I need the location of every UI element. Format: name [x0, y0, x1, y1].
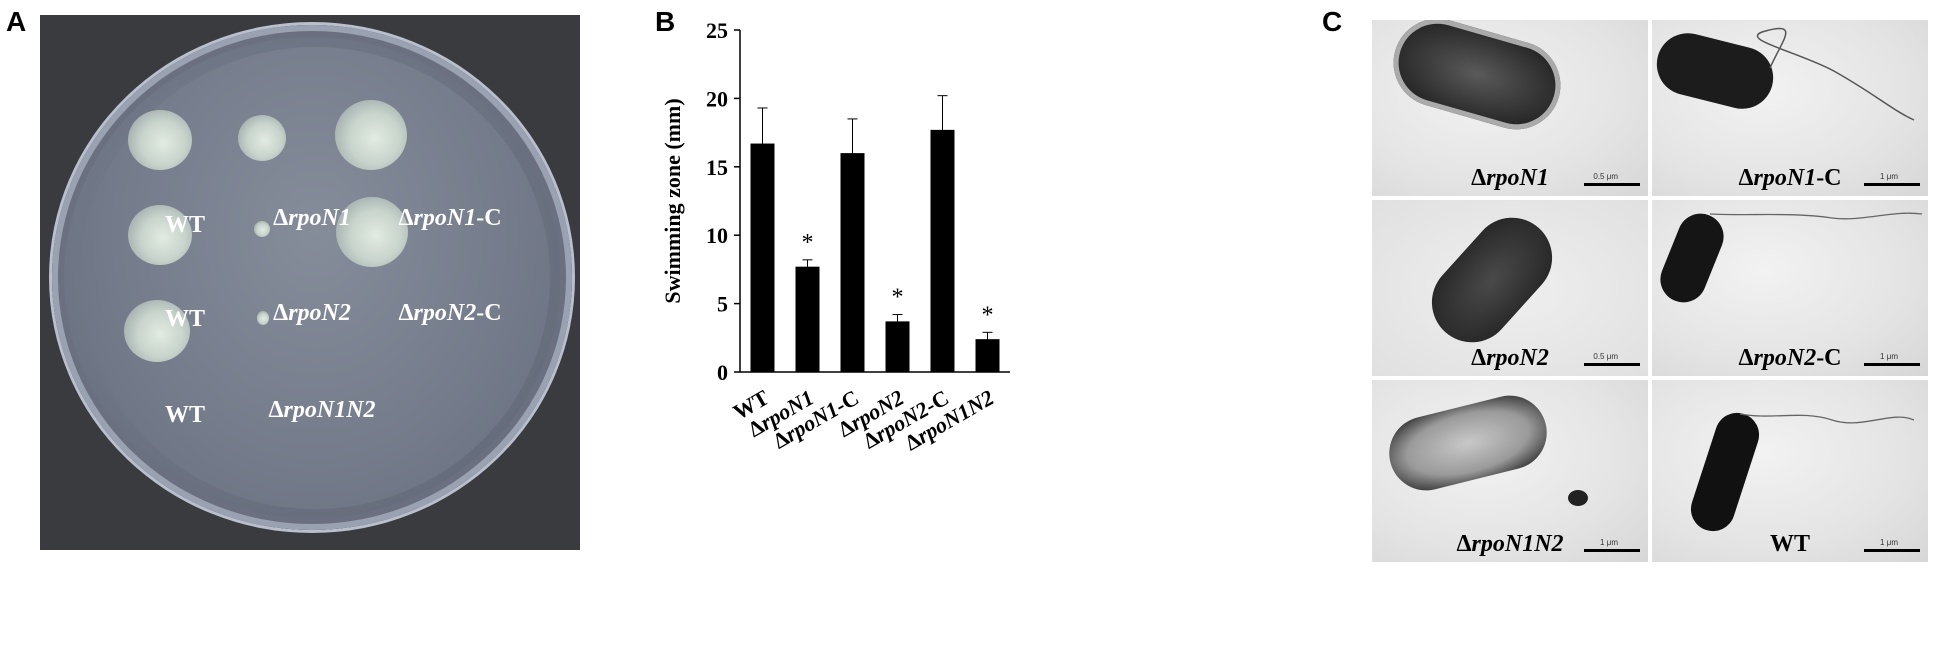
scale-bar	[1584, 549, 1640, 552]
micrograph-rpon2-c: ΔrpoN2-C 1 μm	[1652, 200, 1928, 376]
scale-bar	[1584, 363, 1640, 366]
bar-chart-panel: 0 5 10 15 20 25 Swimming zone (mm) WT * ΔrpoN1 Δrp…	[640, 0, 1280, 645]
scale-text: 1 μm	[1880, 352, 1898, 361]
y-tick-label: 0	[717, 360, 728, 385]
flagellum	[1756, 27, 1915, 121]
bacterium-cell	[1415, 201, 1569, 359]
micrograph-rpon1-c: ΔrpoN1-C 1 μm	[1652, 20, 1928, 196]
bar-3	[885, 321, 910, 372]
micrograph-label: WT	[1769, 531, 1810, 557]
scale-bar	[1584, 183, 1640, 186]
colony-wt-3	[124, 300, 190, 362]
colony-rpon2-c	[336, 197, 408, 267]
y-tick-label: 5	[717, 292, 728, 317]
y-tick-label: 25	[706, 18, 728, 43]
micrograph-rpon1: ΔrpoN1 0.5 μm	[1372, 20, 1648, 196]
micrograph-label: ΔrpoN1-C	[1738, 165, 1842, 191]
colony-wt-1	[128, 110, 192, 170]
significance-mark: *	[802, 230, 814, 256]
flagellum	[1739, 413, 1915, 424]
scale-text: 1 μm	[1880, 172, 1898, 181]
scale-bar	[1864, 549, 1920, 552]
bacterium-cell	[1383, 20, 1571, 140]
colony-rpon1-c	[335, 100, 407, 170]
bar-2	[840, 153, 865, 372]
plate-label-rpon1: ΔrpoN1	[273, 205, 351, 231]
bar-4	[930, 129, 955, 372]
micrograph-wt: WT 1 μm	[1652, 380, 1928, 562]
significance-mark: *	[892, 285, 904, 311]
flagellum	[1709, 212, 1923, 220]
panel-label-c: C	[1322, 6, 1343, 37]
micrograph-rpon2: ΔrpoN2 0.5 μm	[1372, 200, 1648, 376]
micrograph-label: ΔrpoN2	[1471, 345, 1549, 371]
micrograph-label: ΔrpoN1	[1471, 165, 1549, 191]
y-tick-label: 20	[706, 86, 728, 111]
plate-label-wt-3: WT	[164, 402, 206, 428]
scale-bar	[1864, 363, 1920, 366]
colony-rpon1n2	[257, 311, 269, 325]
petri-dish-photo: WT ΔrpoN1 ΔrpoN1-C WT ΔrpoN2 ΔrpoN2-C WT…	[40, 15, 580, 550]
debris	[1568, 490, 1588, 506]
plate-label-rpon2: ΔrpoN2	[273, 300, 351, 326]
petri-plate	[52, 25, 572, 530]
colony-wt-2	[128, 205, 192, 265]
plate-label-rpon1-c: ΔrpoN1-C	[398, 205, 502, 231]
plate-label-wt-1: WT	[164, 212, 206, 238]
colony-rpon2	[254, 221, 270, 237]
scale-text: 1 μm	[1600, 538, 1618, 547]
micrograph-rpon1n2: ΔrpoN1N2 1 μm	[1372, 380, 1648, 562]
micrograph-label: ΔrpoN2-C	[1738, 345, 1842, 371]
plate-label-rpon2-c: ΔrpoN2-C	[398, 300, 502, 326]
bar-0	[750, 143, 775, 372]
significance-mark: *	[982, 302, 994, 328]
bar-1	[795, 266, 820, 372]
scale-bar	[1864, 183, 1920, 186]
panel-label-a: A	[6, 6, 27, 37]
scale-text: 0.5 μm	[1593, 172, 1618, 181]
y-tick-label: 10	[706, 223, 728, 248]
colony-rpon1	[238, 115, 286, 161]
plate-label-wt-2: WT	[164, 306, 206, 332]
micrograph-grid: ΔrpoN1 0.5 μm ΔrpoN1-C 1 μm ΔrpoN2 0.5 μ…	[1372, 20, 1950, 565]
plate-label-rpon1n2: ΔrpoN1N2	[268, 397, 376, 423]
scale-text: 0.5 μm	[1593, 352, 1618, 361]
bacterium-cell	[1381, 387, 1555, 499]
panel-label-b: B	[655, 6, 676, 37]
micrograph-label: ΔrpoN1N2	[1456, 531, 1564, 557]
y-axis-label: Swimming zone (mm)	[660, 98, 685, 303]
y-tick-label: 15	[706, 155, 728, 180]
scale-text: 1 μm	[1880, 538, 1898, 547]
